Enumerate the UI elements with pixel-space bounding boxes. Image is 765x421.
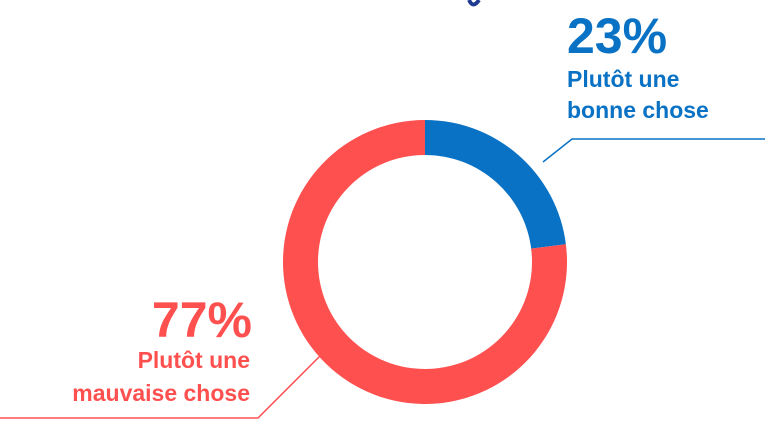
slice-percent-mauvaise-chose: 77% [152, 292, 252, 348]
slice-label-bonne-chose-line1: Plutôt une [567, 66, 679, 92]
slice-percent-bonne-chose: 23% [567, 8, 667, 64]
slice-label-bonne-chose-line2: bonne chose [567, 97, 709, 123]
donut-slices [283, 120, 567, 404]
slice-label-mauvaise-chose-line2: mauvaise chose [72, 380, 250, 406]
leader-line-bonne-chose [542, 138, 765, 163]
clipped-title-fragment [467, 0, 481, 7]
donut-slice-0 [425, 120, 566, 249]
leader-line-mauvaise-chose [0, 352, 324, 419]
slice-label-mauvaise-chose-line1: Plutôt une [138, 347, 250, 373]
